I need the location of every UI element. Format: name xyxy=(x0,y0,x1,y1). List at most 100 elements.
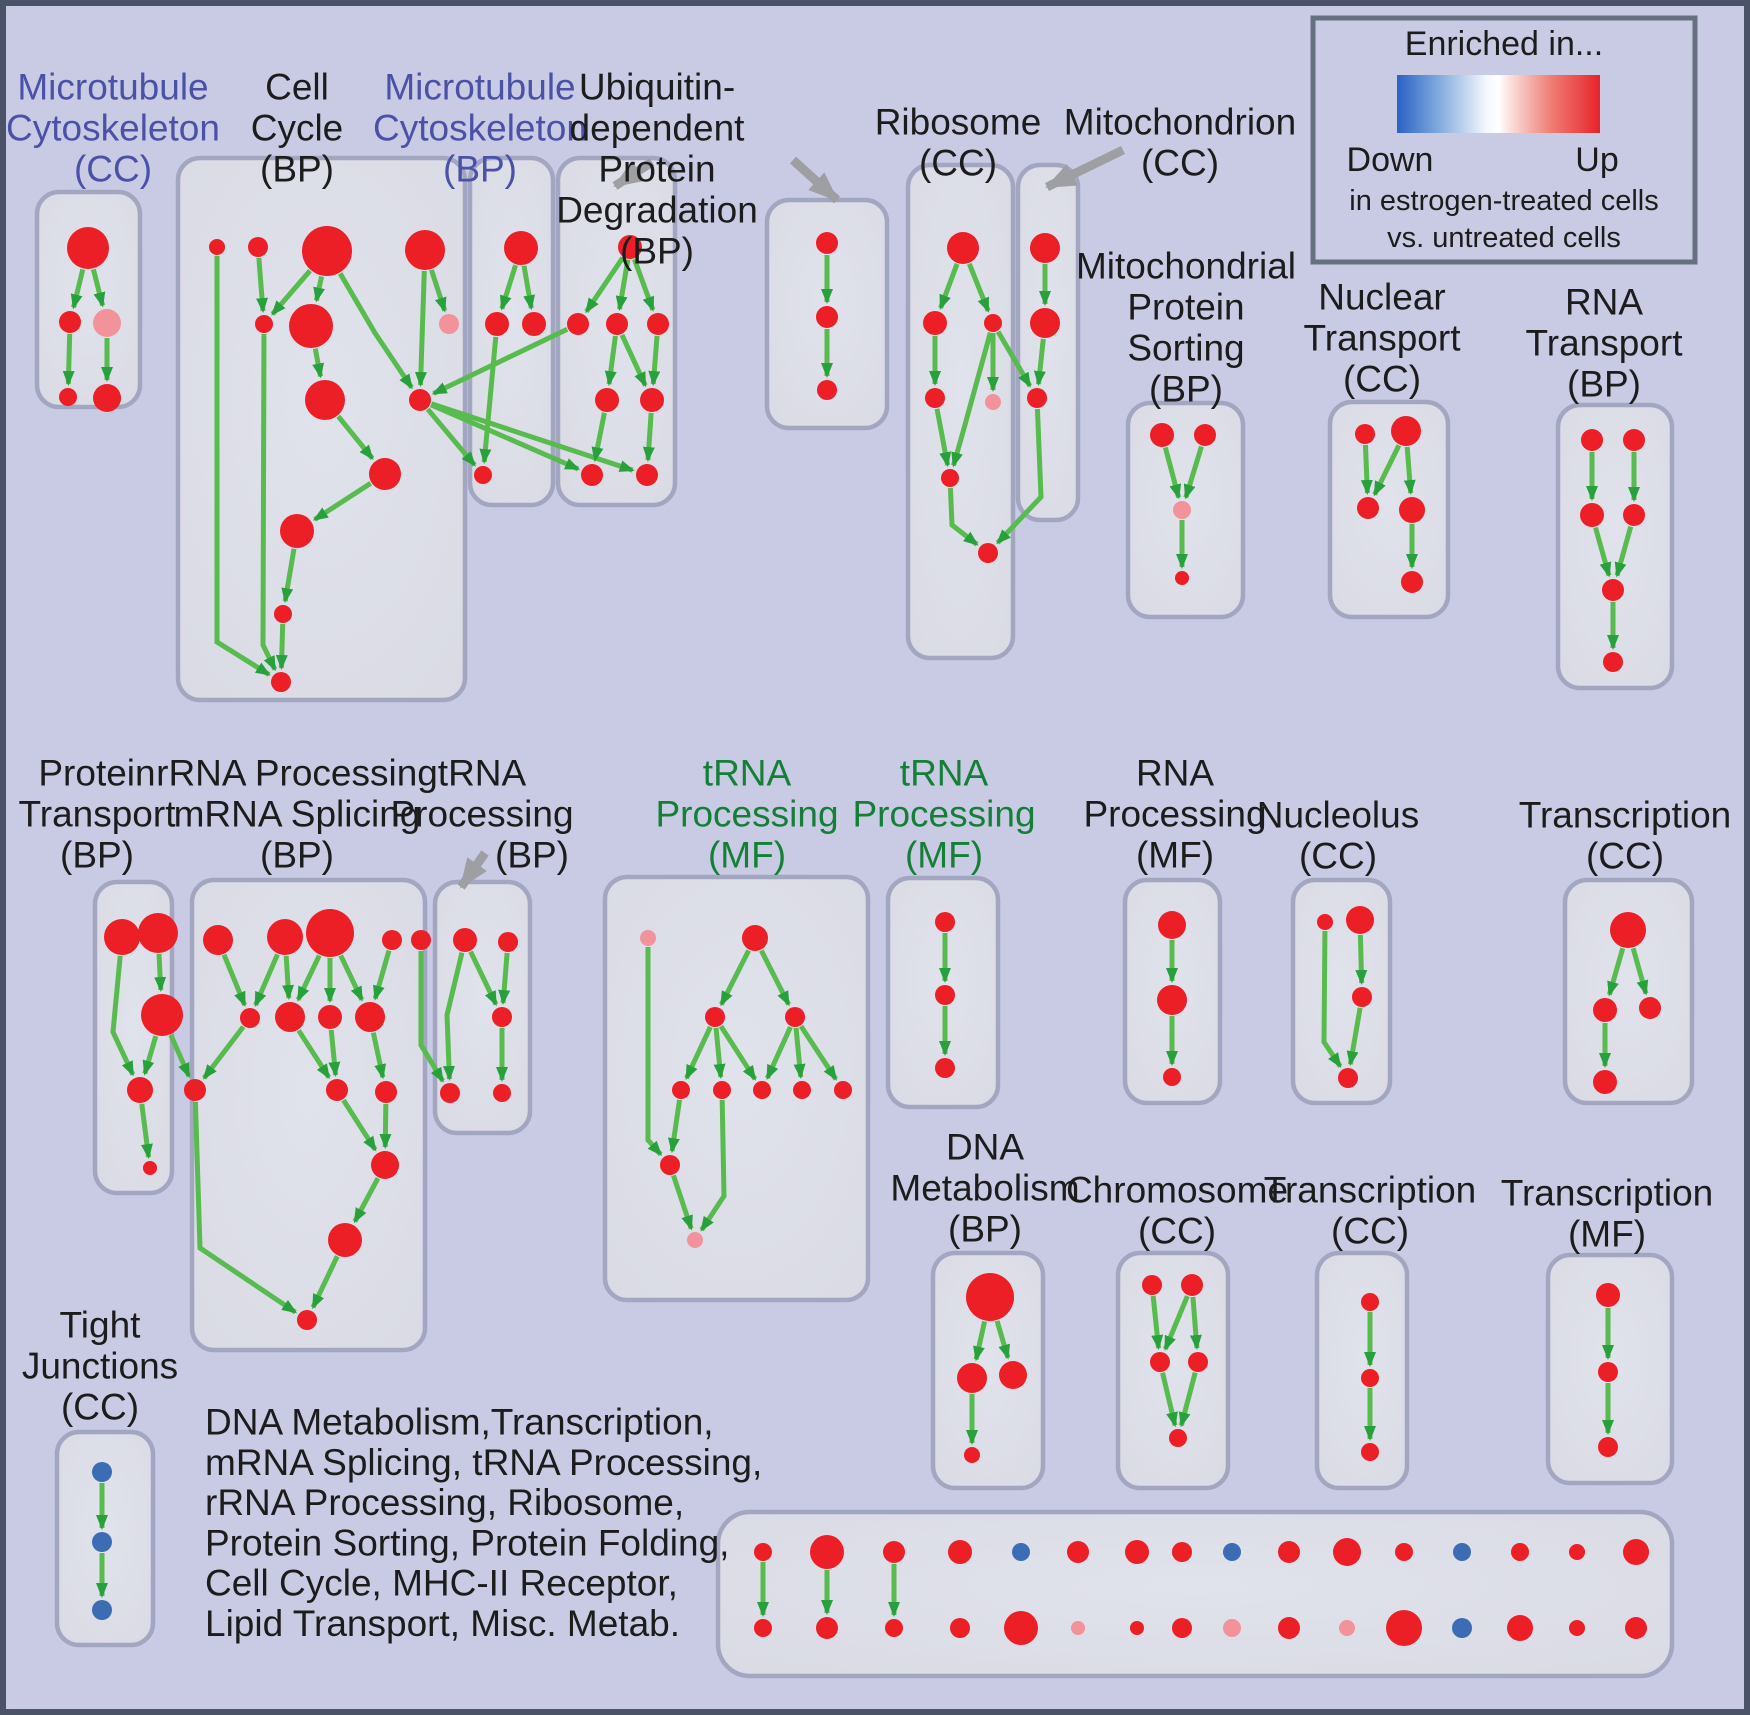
go-term-node xyxy=(1602,579,1624,601)
go-term-node xyxy=(141,994,183,1036)
go-term-node xyxy=(834,1081,852,1099)
go-term-node xyxy=(1593,1070,1617,1094)
edge-arrow xyxy=(282,955,294,1001)
cluster-box-cell-cycle-bp xyxy=(175,155,468,703)
edge-arrow xyxy=(713,1027,726,1080)
go-term-node xyxy=(1223,1619,1241,1637)
cluster-label-line: Sorting xyxy=(1127,328,1244,369)
go-term-node xyxy=(267,919,303,955)
go-term-node xyxy=(978,543,998,563)
edge-arrow xyxy=(468,950,499,1007)
go-term-node xyxy=(1386,1610,1422,1646)
mixed-terms-text-line: mRNA Splicing, tRNA Processing, xyxy=(205,1442,762,1483)
edge-arrow xyxy=(765,1025,793,1080)
edge-arrow xyxy=(1607,947,1626,997)
mixed-terms-text-line: Cell Cycle, MHC-II Receptor, xyxy=(205,1563,678,1604)
go-term-node xyxy=(1317,914,1333,930)
go-term-node xyxy=(705,1007,725,1027)
cluster-label-line: (CC) xyxy=(1343,359,1421,400)
edge-arrow xyxy=(1178,1372,1198,1428)
go-term-node xyxy=(957,1363,987,1393)
go-term-node xyxy=(92,1462,112,1482)
edge-arrow xyxy=(139,1103,153,1160)
go-term-node xyxy=(297,1310,317,1330)
edge-arrow xyxy=(431,326,569,396)
go-term-node xyxy=(567,313,589,335)
go-term-node xyxy=(1361,1443,1379,1461)
go-term-node xyxy=(203,925,233,955)
go-term-node xyxy=(935,912,955,932)
mixed-terms-text-line: Protein Sorting, Protein Folding, xyxy=(205,1522,729,1563)
edge-arrow xyxy=(1189,1296,1202,1351)
edge-arrow xyxy=(352,1177,381,1224)
cluster-label-line: (CC) xyxy=(919,143,997,184)
edge-arrow xyxy=(947,487,979,547)
cluster-label-line: DNA xyxy=(946,1127,1024,1168)
go-term-node xyxy=(1623,1539,1649,1565)
go-term-node xyxy=(369,458,401,490)
cluster-label-line: Chromosome xyxy=(1066,1170,1288,1211)
cluster-label-line: Nuclear xyxy=(1318,277,1446,318)
go-term-node xyxy=(1188,1352,1208,1372)
cluster-box-mitochondrion-cc xyxy=(1015,162,1081,523)
go-term-node xyxy=(92,1532,112,1552)
cluster-box-mixed-terms-box xyxy=(715,1509,1675,1679)
go-term-node xyxy=(138,913,178,953)
legend: Enriched in... Down Up in estrogen-treated … xyxy=(1310,15,1698,265)
go-term-node xyxy=(1223,1543,1241,1561)
edge-arrow xyxy=(667,1099,683,1154)
edge-arrow xyxy=(372,949,392,1001)
go-term-node xyxy=(504,231,538,265)
go-term-node xyxy=(595,388,619,412)
go-term-node xyxy=(1030,233,1060,263)
edge-arrow xyxy=(270,269,312,316)
go-term-node xyxy=(1071,1621,1085,1635)
go-term-node xyxy=(925,388,945,408)
go-term-node xyxy=(306,909,354,957)
cluster-label-line: Tight xyxy=(60,1305,142,1346)
go-term-node xyxy=(371,1151,399,1179)
go-term-node xyxy=(966,1273,1014,1321)
go-term-node xyxy=(485,312,509,336)
cluster-label-line: Transcription xyxy=(1264,1170,1476,1211)
go-term-node xyxy=(810,1535,844,1569)
cluster-label-line: (BP) xyxy=(443,149,517,190)
edge-arrow xyxy=(1033,338,1046,387)
go-term-node xyxy=(753,1081,771,1099)
go-term-node xyxy=(816,306,838,328)
go-term-node xyxy=(660,1155,680,1175)
cluster-label-line: (MF) xyxy=(1568,1214,1646,1255)
cluster-label-mitochondrion-cc: Mitochondrion(CC) xyxy=(1064,102,1296,184)
cluster-label-line: rRNA Processing xyxy=(156,753,438,794)
legend-up-label: Up xyxy=(1575,141,1618,179)
edge-arrow xyxy=(1360,444,1373,496)
cluster-label-line: Processing xyxy=(1083,794,1266,835)
go-term-node xyxy=(1598,1362,1618,1382)
go-term-node xyxy=(793,1081,811,1099)
go-term-node xyxy=(382,930,402,950)
go-term-node xyxy=(59,311,81,333)
cluster-label-line: tRNA xyxy=(438,753,527,794)
go-term-node xyxy=(93,384,121,412)
edge-arrow xyxy=(442,952,465,1082)
edge-arrow xyxy=(253,953,280,1007)
go-term-node xyxy=(59,388,77,406)
cluster-label-line: RNA xyxy=(1565,282,1643,323)
cluster-box-ribosome-cc xyxy=(905,162,1016,661)
go-term-node xyxy=(713,1081,731,1099)
cluster-label-line: (MF) xyxy=(1136,835,1214,876)
go-term-node xyxy=(271,672,291,692)
cluster-box-transcription-cc-row2 xyxy=(1562,877,1695,1106)
edge-arrow xyxy=(281,548,297,604)
edge-arrow xyxy=(255,257,268,314)
cluster-label-line: Microtubule xyxy=(17,67,208,108)
edge-arrow xyxy=(154,953,167,993)
go-term-node xyxy=(636,464,658,486)
cluster-label-line: Junctions xyxy=(22,1346,178,1387)
cluster-label-line: (CC) xyxy=(1138,1211,1216,1252)
go-term-node xyxy=(318,1005,342,1029)
edge-arrow xyxy=(202,1025,246,1080)
